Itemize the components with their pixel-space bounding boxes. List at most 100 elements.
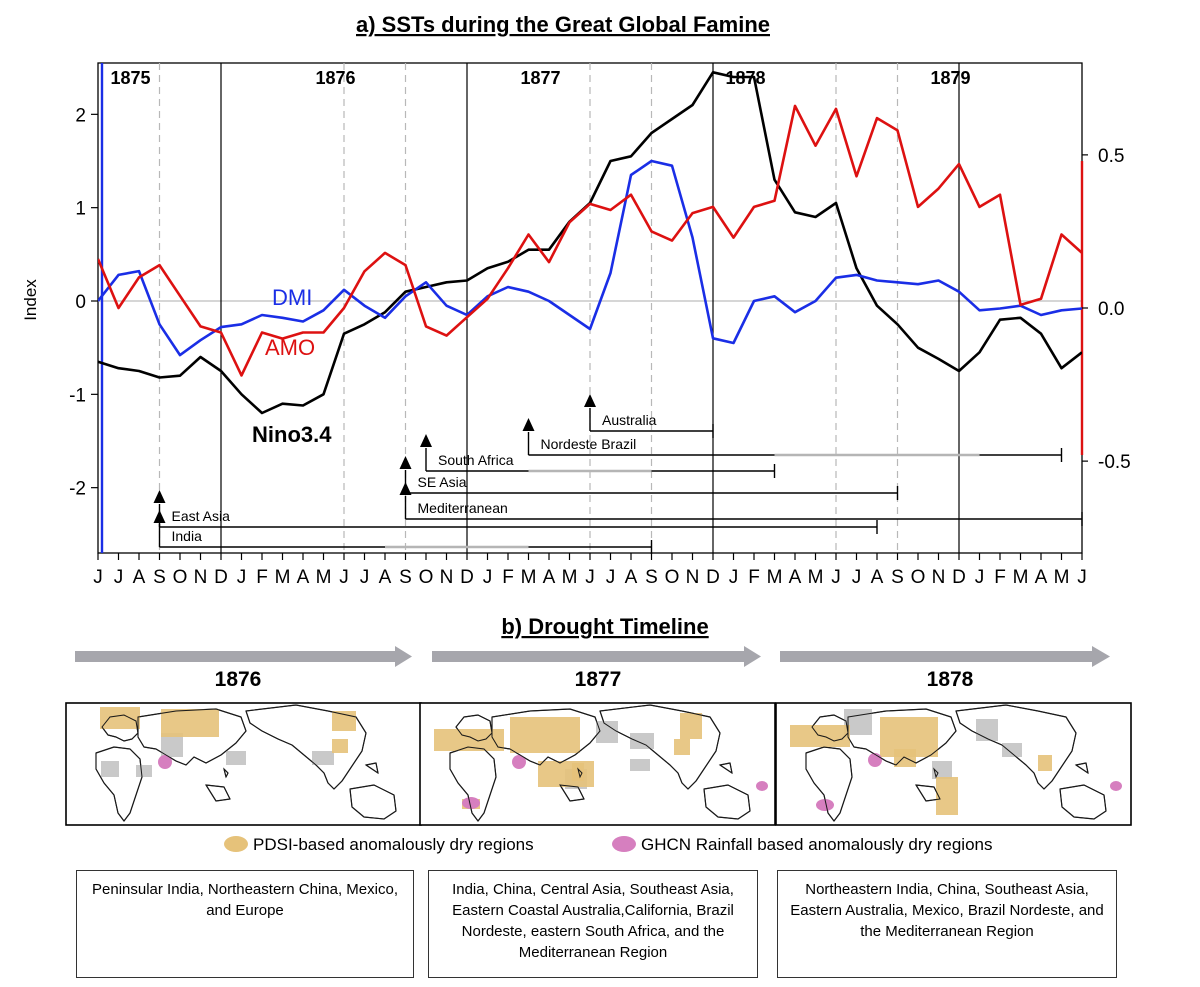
x-tick-label: M — [562, 567, 578, 588]
drought-map-1878 — [775, 702, 1132, 826]
x-tick-label: M — [1054, 567, 1070, 588]
x-tick-label: N — [686, 567, 700, 588]
x-tick-label: J — [585, 567, 595, 588]
year-label-1877: 1877 — [520, 68, 560, 88]
series-line-amo — [98, 104, 1082, 377]
x-tick-label: S — [645, 567, 658, 588]
x-tick-label: A — [1035, 567, 1048, 588]
x-tick-label: A — [789, 567, 802, 588]
x-tick-label: F — [502, 567, 514, 588]
region-text-1876: Peninsular India, Northeastern China, Me… — [92, 881, 398, 919]
year-label-1876: 1876 — [315, 68, 355, 88]
x-tick-label: J — [237, 567, 247, 588]
x-tick-label: S — [153, 567, 166, 588]
region-bar-nordeste-brazil: Nordeste Brazil — [522, 418, 1063, 462]
legend-swatch-ghcn — [612, 836, 636, 852]
x-tick-label: O — [419, 567, 434, 588]
region-label: South Africa — [438, 452, 514, 468]
region-label: India — [172, 528, 203, 544]
region-label: Nordeste Brazil — [541, 436, 637, 452]
x-tick-label: M — [275, 567, 291, 588]
legend-label-pdsi: PDSI-based anomalously dry regions — [253, 835, 534, 854]
x-tick-label: F — [256, 567, 268, 588]
x-tick-label: J — [483, 567, 493, 588]
series-label-dmi: DMI — [272, 285, 312, 310]
x-tick-label: A — [625, 567, 638, 588]
timeline-year-1876: 1876 — [215, 668, 262, 691]
timeline-arrow-1878 — [780, 646, 1110, 667]
region-bar-mediterranean: Mediterranean — [399, 482, 1083, 526]
x-tick-label: J — [606, 567, 616, 588]
region-bar-australia: Australia — [584, 394, 714, 438]
y-right-tick-label: 0.0 — [1098, 299, 1124, 320]
x-tick-label: J — [339, 567, 349, 588]
x-tick-label: D — [460, 567, 474, 588]
x-tick-label: S — [399, 567, 412, 588]
x-tick-label: M — [808, 567, 824, 588]
legend-swatch-pdsi — [224, 836, 248, 852]
y-right-tick-label: -0.5 — [1098, 452, 1131, 473]
map-legend: PDSI-based anomalously dry regions GHCN … — [224, 835, 993, 854]
series-line-dmi — [98, 159, 1082, 357]
drought-maps — [65, 702, 1132, 826]
x-tick-label: O — [665, 567, 680, 588]
timeline-arrow-1877 — [432, 646, 761, 667]
x-tick-label: N — [932, 567, 946, 588]
x-tick-label: A — [379, 567, 392, 588]
drought-map-1876 — [65, 702, 422, 826]
x-tick-label: S — [891, 567, 904, 588]
region-label: SE Asia — [418, 474, 467, 490]
region-bar-east-asia: East Asia — [153, 490, 878, 534]
region-box-1876: Peninsular India, Northeastern China, Me… — [76, 870, 414, 978]
x-tick-label: J — [114, 567, 124, 588]
y-left-tick-label: 0 — [75, 292, 86, 313]
region-box-1877: India, China, Central Asia, Southeast As… — [428, 870, 758, 978]
y-left-tick-label: -2 — [69, 479, 86, 500]
year-label-1875: 1875 — [110, 68, 150, 88]
legend-label-ghcn: GHCN Rainfall based anomalously dry regi… — [641, 835, 993, 854]
timeline-year-1878: 1878 — [927, 668, 974, 691]
x-tick-label: J — [975, 567, 985, 588]
x-tick-label: J — [852, 567, 862, 588]
x-tick-label: N — [194, 567, 208, 588]
panel-b-title: b) Drought Timeline — [501, 614, 708, 639]
grid-layer — [98, 63, 1082, 553]
region-label: East Asia — [172, 508, 231, 524]
region-text-1877: India, China, Central Asia, Southeast As… — [452, 881, 734, 961]
region-label: Mediterranean — [418, 500, 508, 516]
x-tick-label: M — [521, 567, 537, 588]
panel-a-title: a) SSTs during the Great Global Famine — [356, 12, 770, 37]
x-tick-label: J — [729, 567, 739, 588]
region-bar-south-africa: South Africa — [420, 434, 776, 478]
x-tick-label: J — [360, 567, 370, 588]
y-right-tick-label: 0.5 — [1098, 146, 1124, 167]
region-box-1878: Northeastern India, China, Southeast Asi… — [777, 870, 1117, 978]
x-tick-label: N — [440, 567, 454, 588]
series-layer — [98, 71, 1082, 415]
x-tick-label: A — [871, 567, 884, 588]
x-tick-label: A — [297, 567, 310, 588]
x-tick-label: O — [173, 567, 188, 588]
drought-map-1877 — [419, 702, 776, 826]
year-label-1879: 1879 — [930, 68, 970, 88]
x-tick-label: A — [133, 567, 146, 588]
x-tick-label: A — [543, 567, 556, 588]
x-tick-label: F — [748, 567, 760, 588]
x-tick-label: D — [214, 567, 228, 588]
region-bar-india: India — [153, 510, 653, 554]
series-label-nino34: Nino3.4 — [252, 422, 332, 447]
x-tick-label: J — [93, 567, 103, 588]
y-left-tick-label: 1 — [75, 199, 86, 220]
region-text-1878: Northeastern India, China, Southeast Asi… — [790, 881, 1104, 940]
x-tick-label: F — [994, 567, 1006, 588]
region-bars: Australia Nordeste Brazil South Africa SE A… — [153, 394, 1083, 554]
series-label-amo: AMO — [265, 335, 315, 360]
region-label: Australia — [602, 412, 657, 428]
y-left-tick-label: -1 — [69, 385, 86, 406]
x-tick-label: J — [831, 567, 841, 588]
timeline-year-1877: 1877 — [575, 668, 622, 691]
timeline-arrows — [75, 646, 1110, 667]
x-tick-label: M — [1013, 567, 1029, 588]
y-left-tick-label: 2 — [75, 105, 86, 126]
